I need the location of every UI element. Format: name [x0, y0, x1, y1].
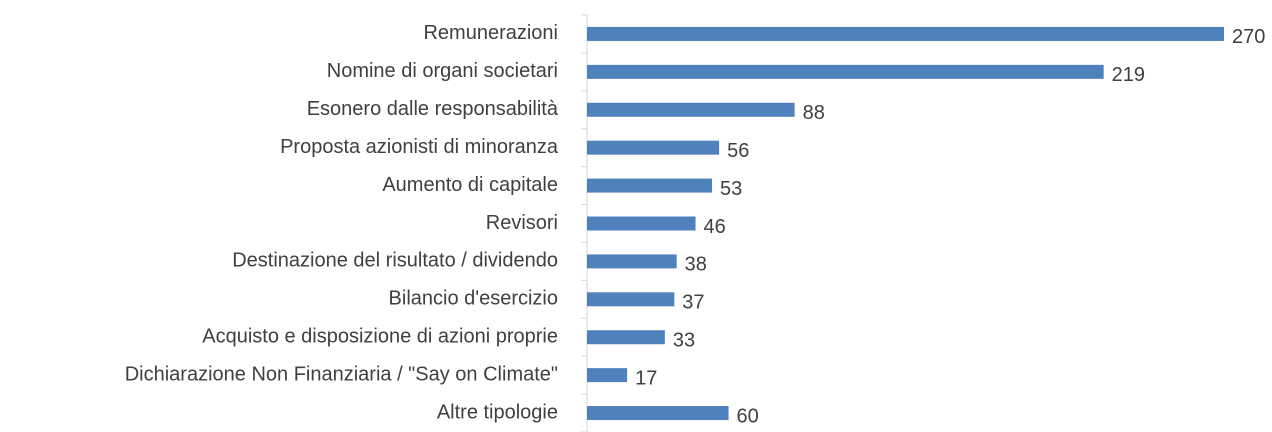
bar: [587, 292, 675, 307]
category-label: Esonero dalle responsabilità: [307, 98, 559, 120]
bar: [587, 368, 628, 383]
bar: [587, 64, 1104, 79]
value-label: 219: [1112, 64, 1145, 86]
value-label: 88: [803, 102, 825, 124]
bar: [587, 26, 1224, 41]
bar: [587, 406, 729, 421]
bar: [587, 254, 677, 269]
value-label: 46: [704, 216, 726, 238]
bar: [587, 102, 795, 117]
value-label: 38: [685, 254, 707, 276]
category-label: Nomine di organi societari: [327, 60, 558, 82]
value-label: 37: [682, 292, 704, 314]
value-label: 53: [720, 178, 742, 200]
bar: [587, 216, 696, 231]
bar: [587, 330, 665, 345]
value-label: 17: [635, 367, 657, 389]
category-label: Aumento di capitale: [382, 174, 558, 196]
value-label: 270: [1232, 26, 1265, 48]
bar: [587, 140, 720, 155]
category-label: Acquisto e disposizione di azioni propri…: [202, 326, 558, 348]
category-label: Proposta azionisti di minoranza: [280, 136, 559, 158]
bar: [587, 178, 713, 193]
category-label: Altre tipologie: [437, 401, 558, 423]
category-label: Dichiarazione Non Finanziaria / "Say on …: [125, 363, 558, 385]
category-label: Bilancio d'esercizio: [389, 288, 558, 310]
category-label: Revisori: [486, 212, 558, 234]
category-label: Remunerazioni: [423, 22, 558, 44]
value-label: 33: [673, 330, 695, 352]
value-label: 56: [727, 140, 749, 162]
category-label: Destinazione del risultato / dividendo: [232, 250, 558, 272]
value-label: 60: [737, 405, 759, 427]
